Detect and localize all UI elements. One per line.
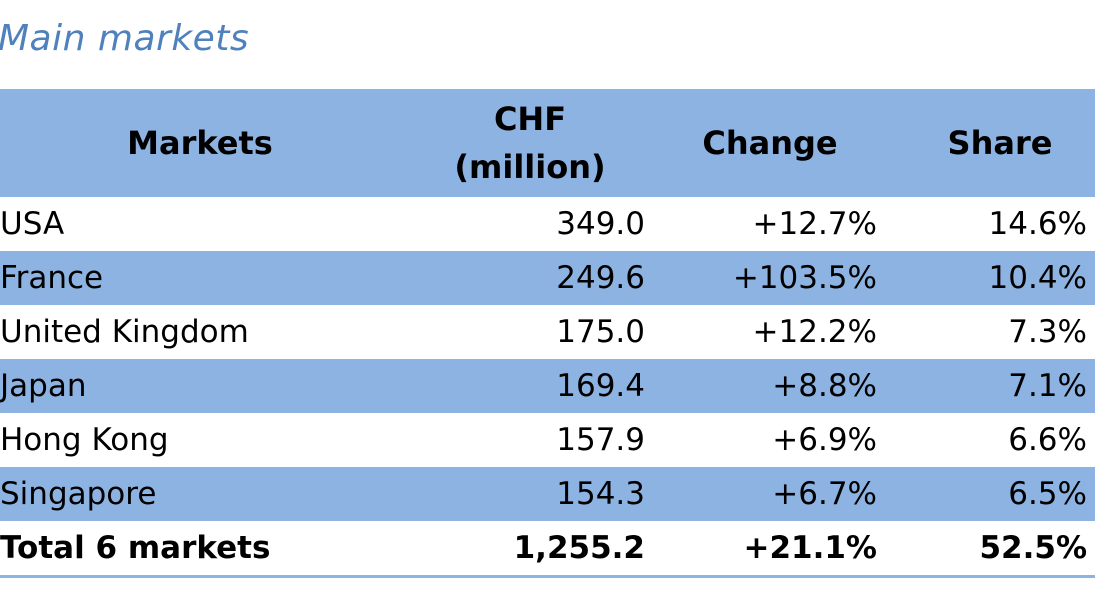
cell-market: Hong Kong	[0, 422, 169, 458]
cell-chf: 157.9	[556, 422, 645, 458]
table-header-row: Markets CHF (million) Change Share	[0, 89, 1095, 197]
cell-market: United Kingdom	[0, 314, 249, 350]
header-change: Change	[702, 124, 838, 162]
table-row: Hong Kong 157.9 +6.9% 6.6%	[0, 413, 1095, 467]
cell-change: +12.2%	[752, 314, 877, 350]
cell-market: France	[0, 260, 104, 296]
table-total-row: Total 6 markets 1,255.2 +21.1% 52.5%	[0, 521, 1095, 578]
cell-chf: 349.0	[556, 206, 645, 242]
total-market: Total 6 markets	[0, 530, 271, 566]
total-change: +21.1%	[743, 530, 877, 566]
header-chf: CHF (million)	[420, 89, 640, 197]
header-markets: Markets	[127, 124, 273, 162]
cell-share: 7.3%	[1008, 314, 1087, 350]
table-row: France 249.6 +103.5% 10.4%	[0, 251, 1095, 305]
cell-change: +6.9%	[772, 422, 877, 458]
total-share: 52.5%	[979, 530, 1087, 566]
header-chf-line1: CHF	[493, 100, 567, 138]
cell-market: USA	[0, 206, 65, 242]
cell-chf: 169.4	[556, 368, 645, 404]
cell-chf: 249.6	[556, 260, 645, 296]
cell-change: +8.8%	[772, 368, 877, 404]
total-chf: 1,255.2	[513, 530, 645, 566]
cell-share: 7.1%	[1008, 368, 1087, 404]
cell-change: +6.7%	[772, 476, 877, 512]
cell-change: +12.7%	[752, 206, 877, 242]
table-row: Singapore 154.3 +6.7% 6.5%	[0, 467, 1095, 521]
cell-change: +103.5%	[732, 260, 877, 296]
table-row: USA 349.0 +12.7% 14.6%	[0, 197, 1095, 251]
cell-share: 6.5%	[1008, 476, 1087, 512]
cell-market: Singapore	[0, 476, 157, 512]
cell-market: Japan	[0, 368, 87, 404]
header-chf-line2: (million)	[454, 148, 606, 186]
header-share: Share	[947, 124, 1053, 162]
page-title: Main markets	[0, 18, 250, 59]
cell-share: 14.6%	[988, 206, 1087, 242]
cell-chf: 154.3	[556, 476, 645, 512]
cell-share: 6.6%	[1008, 422, 1087, 458]
cell-chf: 175.0	[556, 314, 645, 350]
table-row: United Kingdom 175.0 +12.2% 7.3%	[0, 305, 1095, 359]
markets-table: Markets CHF (million) Change Share USA 3…	[0, 89, 1095, 578]
cell-share: 10.4%	[988, 260, 1087, 296]
table-row: Japan 169.4 +8.8% 7.1%	[0, 359, 1095, 413]
